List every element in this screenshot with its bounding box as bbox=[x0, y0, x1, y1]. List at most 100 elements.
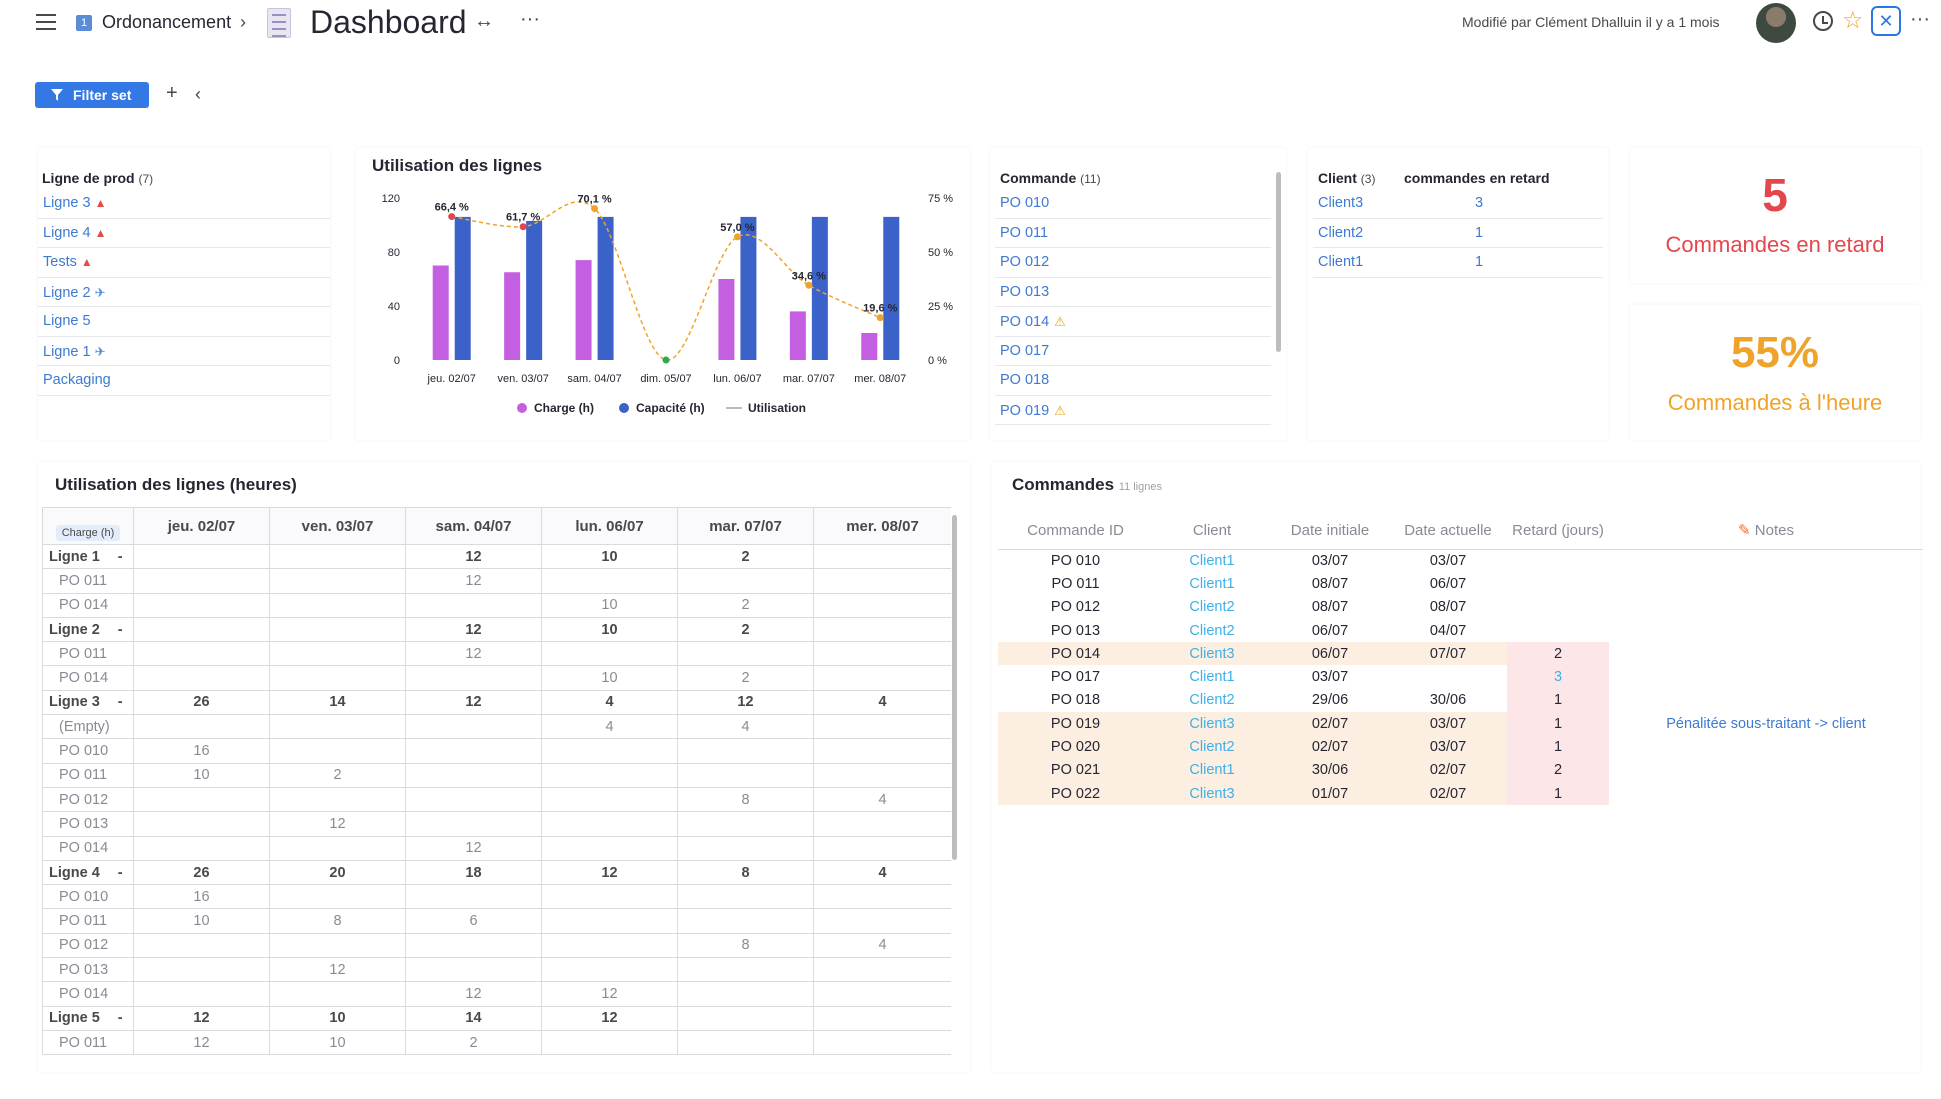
collapse-icon[interactable]: - bbox=[113, 621, 123, 638]
date-actuelle-cell[interactable] bbox=[1389, 665, 1507, 688]
date-actuelle-cell[interactable]: 30/06 bbox=[1429, 692, 1467, 709]
commande-row[interactable]: PO 017 Client1 03/07 3 bbox=[998, 665, 1923, 689]
client-cell[interactable]: Client2 bbox=[1189, 692, 1235, 709]
pivot-row-label[interactable]: Ligne 3 - bbox=[42, 689, 134, 716]
collapse-icon[interactable]: - bbox=[113, 864, 123, 881]
lignes-prod-item[interactable]: Ligne 5 bbox=[38, 307, 330, 337]
commande-row[interactable]: PO 022 Client3 01/07 02/07 1 bbox=[998, 781, 1923, 806]
commandes-column-header[interactable]: Retard (jours) bbox=[1507, 512, 1609, 550]
commande-list-item[interactable]: PO 018 bbox=[995, 366, 1271, 396]
notes-cell[interactable] bbox=[1609, 549, 1923, 572]
commandes-column-header[interactable]: Date initiale bbox=[1271, 512, 1389, 550]
date-initiale-cell[interactable]: 02/07 bbox=[1271, 735, 1389, 759]
date-initiale-cell[interactable]: 06/07 bbox=[1271, 642, 1389, 666]
client-cell[interactable]: Client1 bbox=[1189, 575, 1235, 592]
client-cell[interactable]: Client3 bbox=[1153, 781, 1271, 806]
commande-list-item[interactable]: PO 017 bbox=[995, 337, 1271, 366]
date-initiale-cell[interactable]: 08/07 bbox=[1311, 599, 1349, 616]
commande-list-item[interactable]: PO 010 bbox=[995, 189, 1271, 219]
notes-cell[interactable]: Pénalitée sous-traitant -> client bbox=[1666, 715, 1866, 732]
commande-list-item[interactable]: PO 019 ⚠ bbox=[995, 396, 1271, 425]
date-initiale-cell[interactable]: 03/07 bbox=[1311, 552, 1349, 569]
menu-icon[interactable] bbox=[36, 14, 56, 30]
commande-id-cell[interactable]: PO 019 bbox=[998, 712, 1153, 736]
page-more-icon[interactable]: ··· bbox=[520, 8, 540, 30]
commande-id-cell[interactable]: PO 022 bbox=[998, 781, 1153, 806]
pivot-column-header[interactable]: jeu. 02/07 bbox=[133, 507, 270, 545]
date-initiale-cell[interactable]: 08/07 bbox=[1311, 575, 1349, 592]
commande-row[interactable]: PO 013 Client2 06/07 04/07 bbox=[998, 619, 1923, 642]
charge-measure-pill[interactable]: Charge (h) bbox=[55, 525, 121, 541]
pivot-column-header[interactable]: ven. 03/07 bbox=[269, 507, 406, 545]
more-icon[interactable]: ··· bbox=[1910, 8, 1930, 30]
client-cell[interactable]: Client3 bbox=[1153, 642, 1271, 666]
commande-id-cell[interactable]: PO 013 bbox=[1050, 622, 1101, 639]
collapse-icon[interactable]: - bbox=[113, 694, 123, 711]
pivot-row-label[interactable]: Ligne 5 - bbox=[42, 1005, 134, 1031]
date-actuelle-cell[interactable]: 07/07 bbox=[1389, 642, 1507, 666]
expand-arrows-icon[interactable]: ↔ bbox=[474, 10, 494, 32]
commande-row[interactable]: PO 020 Client2 02/07 03/07 1 bbox=[998, 735, 1923, 759]
commande-id-cell[interactable]: PO 021 bbox=[998, 758, 1153, 782]
date-initiale-cell[interactable]: 30/06 bbox=[1271, 758, 1389, 782]
client-cell[interactable]: Client2 bbox=[1189, 599, 1235, 616]
commande-id-cell[interactable]: PO 012 bbox=[1050, 599, 1101, 616]
retard-cell[interactable] bbox=[1507, 549, 1609, 572]
commande-row[interactable]: PO 019 Client3 02/07 03/07 1 Pénalitée sous-t… bbox=[998, 712, 1923, 736]
client-cell[interactable]: Client1 bbox=[1189, 669, 1235, 686]
commandes-column-header[interactable]: Date actuelle bbox=[1389, 512, 1507, 550]
client-cell[interactable]: Client2 bbox=[1153, 735, 1271, 759]
date-actuelle-cell[interactable]: 04/07 bbox=[1429, 622, 1467, 639]
date-initiale-cell[interactable]: 29/06 bbox=[1311, 692, 1349, 709]
pivot-row-label[interactable]: Ligne 4 - bbox=[42, 859, 134, 886]
pivot-column-header[interactable]: mar. 07/07 bbox=[677, 507, 814, 545]
commande-id-cell[interactable]: PO 018 bbox=[1050, 692, 1101, 709]
client-cell[interactable]: Client1 bbox=[1153, 758, 1271, 782]
commande-id-cell[interactable]: PO 017 bbox=[1050, 669, 1101, 686]
date-initiale-cell[interactable]: 01/07 bbox=[1271, 781, 1389, 806]
client-cell[interactable]: Client1 bbox=[1189, 552, 1235, 569]
retard-cell[interactable]: 1 bbox=[1507, 781, 1609, 806]
commande-list-item[interactable]: PO 011 bbox=[995, 219, 1271, 248]
date-actuelle-cell[interactable]: 03/07 bbox=[1389, 735, 1507, 759]
date-initiale-cell[interactable]: 06/07 bbox=[1311, 622, 1349, 639]
notes-cell[interactable] bbox=[1609, 572, 1923, 595]
pivot-scrollbar[interactable] bbox=[952, 515, 957, 860]
client-list-item[interactable]: Client3 3 bbox=[1313, 189, 1603, 219]
commande-id-cell[interactable]: PO 011 bbox=[1051, 575, 1100, 592]
collapse-icon[interactable]: ‹ bbox=[195, 84, 201, 104]
client-list-item[interactable]: Client1 1 bbox=[1313, 248, 1603, 278]
notes-cell[interactable] bbox=[1609, 735, 1923, 758]
lignes-prod-item[interactable]: Ligne 3 ▲ bbox=[38, 189, 330, 219]
star-icon[interactable]: ☆ bbox=[1842, 7, 1864, 34]
lignes-prod-item[interactable]: Ligne 1 ✈ bbox=[38, 337, 330, 366]
commande-id-cell[interactable]: PO 014 bbox=[998, 642, 1153, 666]
notes-cell[interactable] bbox=[1609, 782, 1923, 805]
filter-set-button[interactable]: Filter set bbox=[35, 82, 149, 108]
collapse-icon[interactable]: - bbox=[113, 548, 123, 565]
date-actuelle-cell[interactable]: 08/07 bbox=[1429, 599, 1467, 616]
commande-list-item[interactable]: PO 013 bbox=[995, 278, 1271, 307]
date-actuelle-cell[interactable]: 06/07 bbox=[1429, 575, 1467, 592]
retard-cell[interactable]: 2 bbox=[1507, 642, 1609, 666]
lignes-prod-item[interactable]: Tests ▲ bbox=[38, 248, 330, 278]
commande-row[interactable]: PO 011 Client1 08/07 06/07 bbox=[998, 572, 1923, 595]
lignes-prod-item[interactable]: Packaging bbox=[38, 366, 330, 396]
commande-list-item[interactable]: PO 012 bbox=[995, 248, 1271, 278]
pivot-column-header[interactable]: mer. 08/07 bbox=[813, 507, 951, 545]
commande-row[interactable]: PO 014 Client3 06/07 07/07 2 bbox=[998, 642, 1923, 666]
date-initiale-cell[interactable]: 02/07 bbox=[1271, 712, 1389, 736]
retard-cell[interactable]: 1 bbox=[1507, 735, 1609, 759]
retard-cell[interactable]: 1 bbox=[1507, 688, 1609, 713]
notes-cell[interactable] bbox=[1609, 596, 1923, 619]
retard-cell[interactable] bbox=[1507, 572, 1609, 595]
retard-cell[interactable]: 1 bbox=[1507, 712, 1609, 736]
date-actuelle-cell[interactable]: 03/07 bbox=[1429, 552, 1467, 569]
date-actuelle-cell[interactable]: 02/07 bbox=[1389, 781, 1507, 806]
notes-cell[interactable] bbox=[1609, 642, 1923, 665]
tools-icon[interactable]: ✕ bbox=[1871, 6, 1901, 36]
date-actuelle-cell[interactable]: 02/07 bbox=[1389, 758, 1507, 782]
retard-cell[interactable]: 2 bbox=[1507, 758, 1609, 782]
commande-list-item[interactable]: PO 014 ⚠ bbox=[995, 307, 1271, 337]
commande-row[interactable]: PO 010 Client1 03/07 03/07 bbox=[998, 549, 1923, 572]
